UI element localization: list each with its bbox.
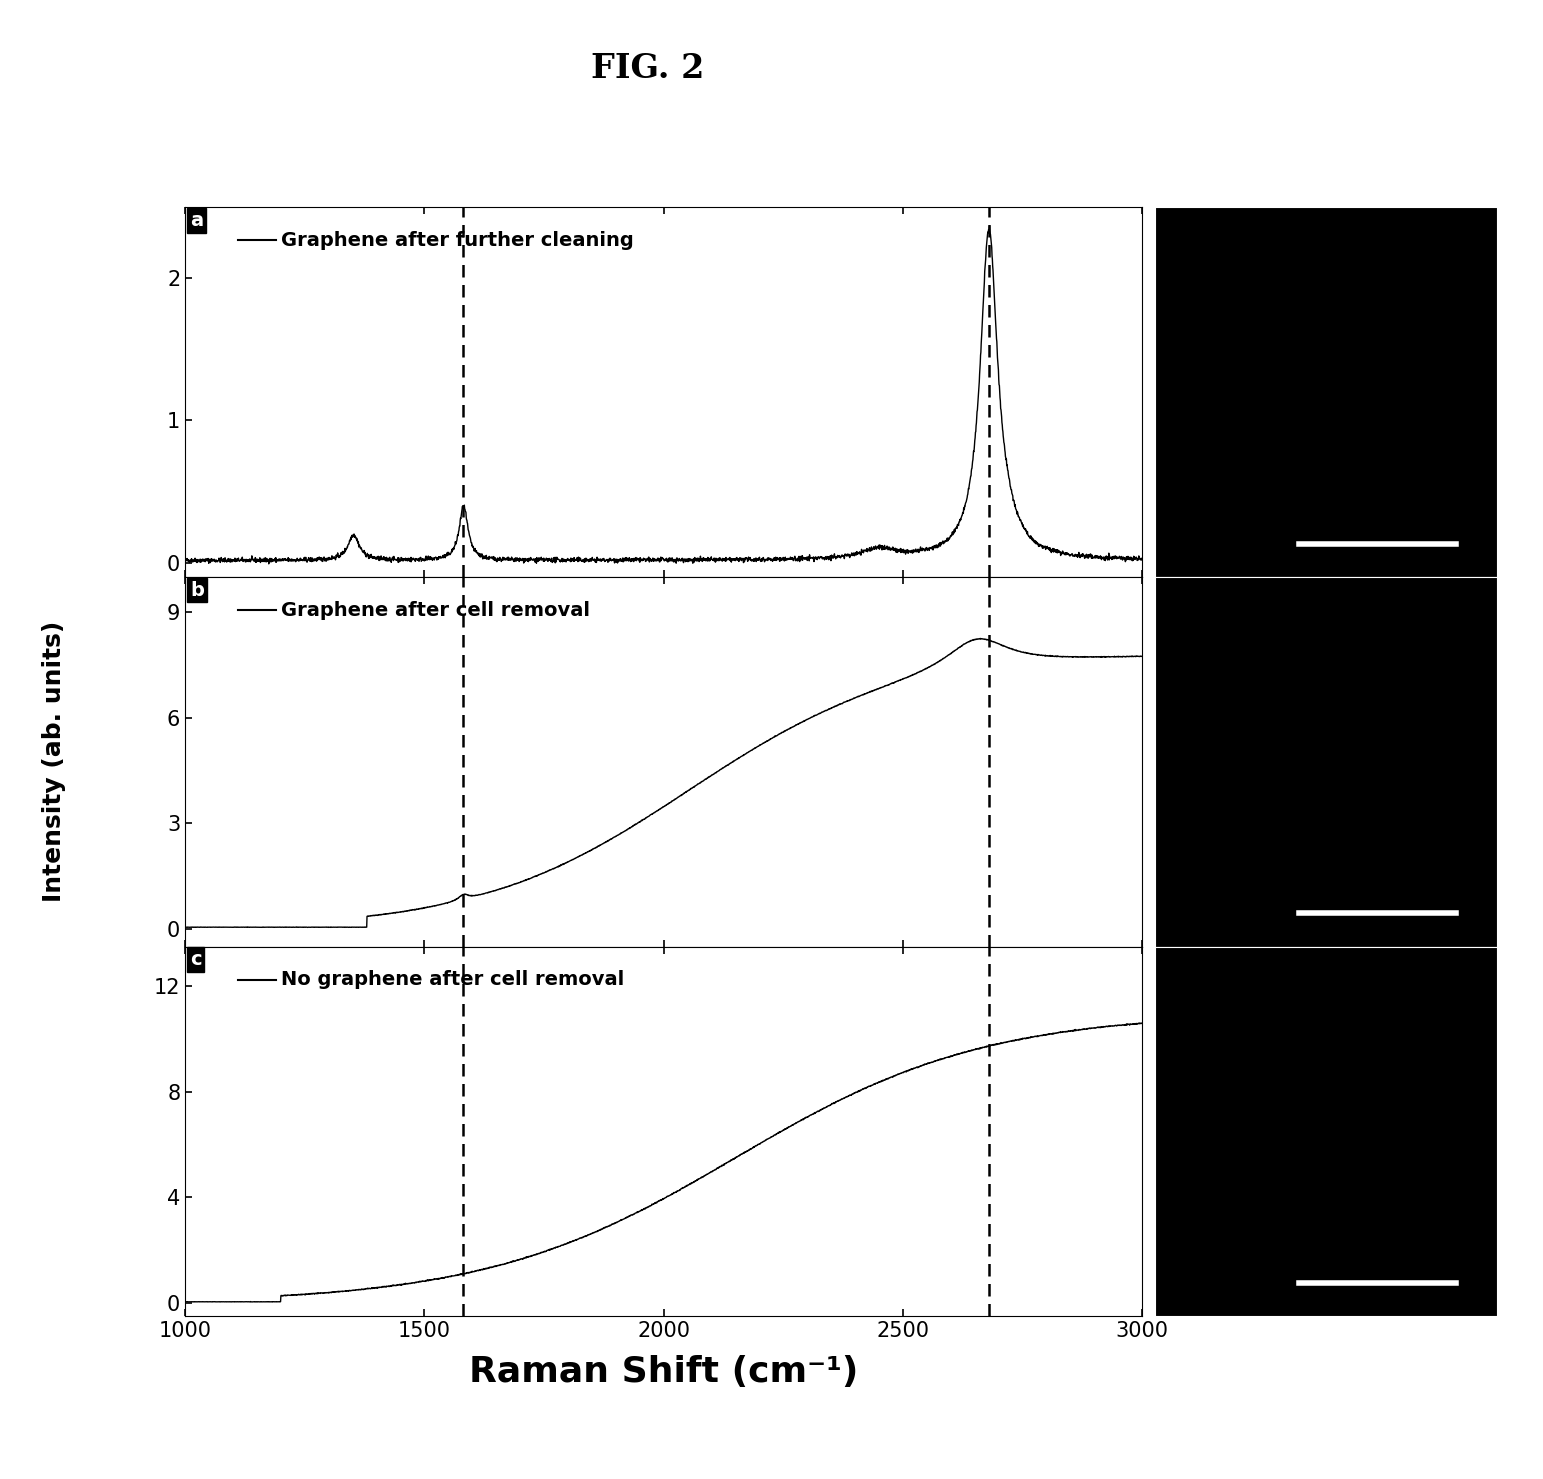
Text: Intensity (ab. units): Intensity (ab. units) bbox=[42, 621, 66, 902]
Text: Graphene after cell removal: Graphene after cell removal bbox=[281, 600, 589, 620]
Text: FIG. 2: FIG. 2 bbox=[591, 52, 705, 84]
X-axis label: Raman Shift (cm⁻¹): Raman Shift (cm⁻¹) bbox=[469, 1355, 858, 1389]
Text: a: a bbox=[190, 210, 204, 229]
Text: No graphene after cell removal: No graphene after cell removal bbox=[281, 970, 623, 989]
Text: Graphene after further cleaning: Graphene after further cleaning bbox=[281, 231, 634, 250]
Text: b: b bbox=[190, 581, 204, 599]
Text: c: c bbox=[190, 951, 202, 969]
